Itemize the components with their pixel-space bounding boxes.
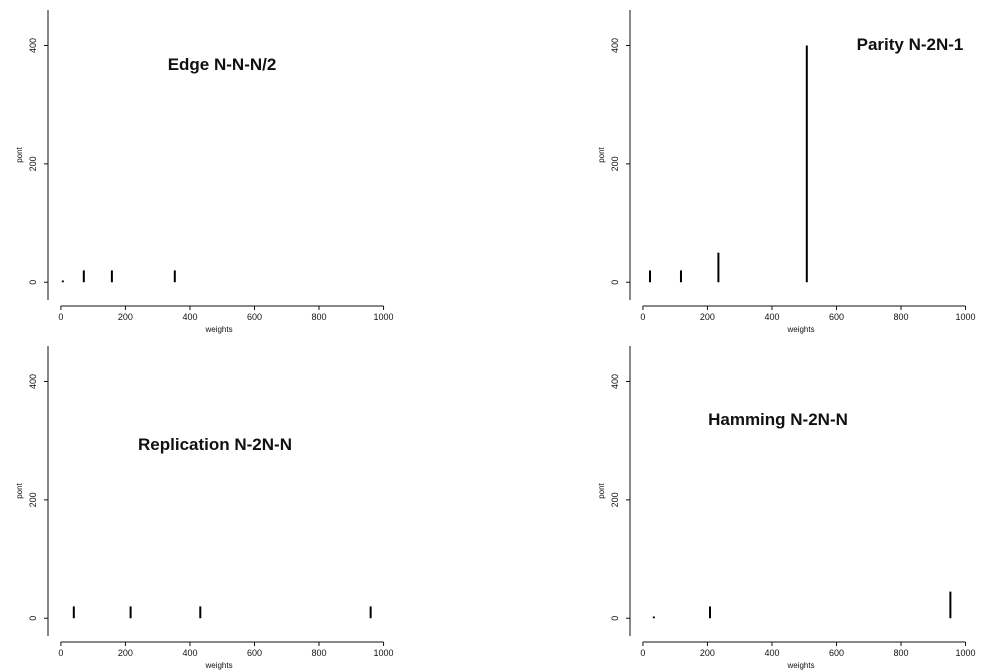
y-tick-label: 400 — [28, 38, 38, 53]
panel: 0 200 400 600 800 1000 0 200 400 weights pont Repli… — [15, 346, 394, 670]
x-tick-label: 1000 — [374, 312, 394, 322]
x-tick-label: 800 — [312, 648, 327, 658]
y-tick-label: 0 — [610, 616, 620, 621]
panel: 0 200 400 600 800 1000 0 200 400 weights pont Parit… — [597, 10, 976, 334]
x-tick-label: 0 — [58, 312, 63, 322]
y-tick-label: 200 — [28, 156, 38, 171]
panel: 0 200 400 600 800 1000 0 200 400 weights pont Hammi… — [597, 346, 976, 670]
x-tick-label: 1000 — [956, 312, 976, 322]
chart-title: Parity N-2N-1 — [857, 35, 964, 54]
x-tick-label: 200 — [118, 312, 133, 322]
x-axis-label: weights — [204, 661, 232, 670]
x-tick-label: 200 — [118, 648, 133, 658]
y-tick-label: 400 — [610, 374, 620, 389]
x-tick-label: 400 — [764, 312, 779, 322]
y-axis-label: pont — [597, 146, 606, 162]
y-tick-label: 0 — [28, 280, 38, 285]
y-tick-label: 200 — [610, 492, 620, 507]
x-tick-label: 200 — [700, 648, 715, 658]
y-tick-label: 200 — [28, 492, 38, 507]
panel: 0 200 400 600 800 1000 0 200 400 weights pont Edge … — [15, 10, 394, 334]
x-tick-label: 1000 — [374, 648, 394, 658]
x-tick-label: 200 — [700, 312, 715, 322]
x-tick-label: 400 — [764, 648, 779, 658]
x-tick-label: 800 — [894, 648, 909, 658]
y-tick-label: 200 — [610, 156, 620, 171]
y-tick-label: 0 — [610, 280, 620, 285]
chart-title: Replication N-2N-N — [138, 435, 292, 454]
chart-title: Edge N-N-N/2 — [168, 55, 277, 74]
x-tick-label: 400 — [182, 648, 197, 658]
x-tick-label: 400 — [182, 312, 197, 322]
x-tick-label: 0 — [640, 312, 645, 322]
y-axis-label: pont — [597, 482, 606, 498]
y-tick-label: 400 — [610, 38, 620, 53]
y-axis-label: pont — [15, 146, 24, 162]
y-axis-label: pont — [15, 482, 24, 498]
x-axis-label: weights — [786, 661, 814, 670]
x-axis-label: weights — [786, 325, 814, 334]
x-tick-label: 0 — [640, 648, 645, 658]
x-tick-label: 600 — [829, 648, 844, 658]
x-axis-label: weights — [204, 325, 232, 334]
x-tick-label: 600 — [829, 312, 844, 322]
y-tick-label: 0 — [28, 616, 38, 621]
x-tick-label: 600 — [247, 312, 262, 322]
y-tick-label: 400 — [28, 374, 38, 389]
x-tick-label: 1000 — [956, 648, 976, 658]
x-tick-label: 800 — [312, 312, 327, 322]
x-tick-label: 600 — [247, 648, 262, 658]
chart-title: Hamming N-2N-N — [708, 410, 848, 429]
x-tick-label: 0 — [58, 648, 63, 658]
x-tick-label: 800 — [894, 312, 909, 322]
